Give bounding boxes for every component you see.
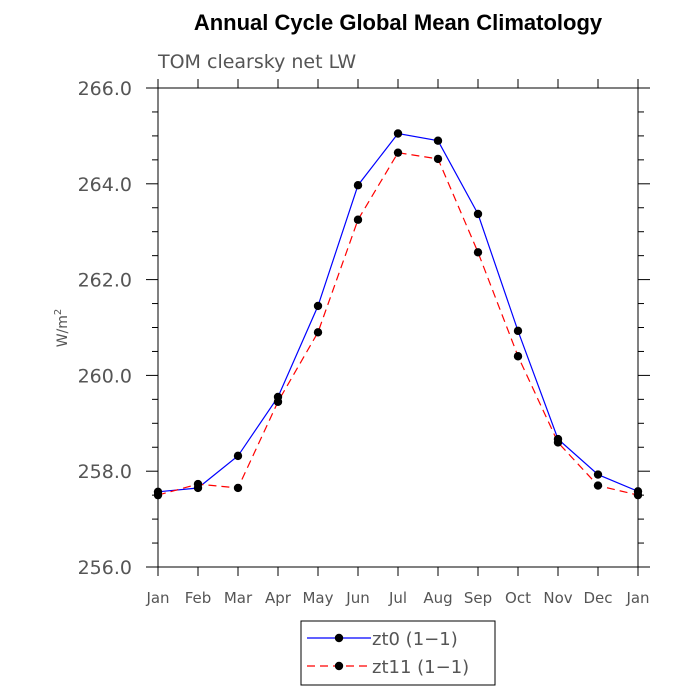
- y-axis-label-text: W/m: [55, 315, 71, 347]
- x-tick-label: Feb: [185, 589, 212, 607]
- data-point-series-0: [433, 136, 443, 145]
- y-tick-label: 260.0: [78, 365, 132, 387]
- data-point-series-0: [313, 301, 323, 311]
- data-point-series-1: [233, 483, 243, 493]
- data-point-series-1: [513, 352, 523, 361]
- data-point-series-1: [193, 479, 203, 489]
- y-tick-label: 256.0: [78, 557, 132, 579]
- y-tick-labels: 256.0 258.0 260.0 262.0 264.0 266.0: [78, 78, 132, 579]
- data-point-series-1: [593, 481, 603, 490]
- data-point-series-1: [633, 490, 643, 500]
- y-tick-label: 258.0: [78, 461, 132, 483]
- x-tick-label: Oct: [505, 589, 531, 607]
- legend-marker-zt11: [334, 661, 344, 671]
- data-point-series-1: [313, 328, 323, 337]
- data-point-series-1: [153, 490, 163, 500]
- y-tick-label: 266.0: [78, 78, 132, 100]
- series-layer: [153, 129, 643, 500]
- x-tick-label: Mar: [224, 589, 253, 607]
- x-tick-label: Nov: [543, 589, 572, 607]
- axis-ticks: [146, 79, 650, 576]
- data-point-series-0: [233, 451, 243, 461]
- data-point-series-0: [513, 326, 523, 336]
- x-tick-label: Jun: [345, 589, 369, 607]
- chart-title: Annual Cycle Global Mean Climatology: [194, 10, 603, 35]
- x-tick-label: Jul: [388, 589, 407, 607]
- y-axis-label: W/m2: [53, 309, 71, 348]
- plot-frame: [157, 87, 639, 568]
- legend-box: [300, 620, 496, 686]
- series-line-1: [157, 152, 639, 496]
- legend-label-zt0: zt0 (1−1): [372, 629, 458, 650]
- series-line-0: [157, 132, 639, 493]
- x-tick-label: Jan: [145, 589, 169, 607]
- data-point-series-0: [473, 209, 483, 219]
- x-tick-label: Dec: [583, 589, 612, 607]
- data-point-series-0: [593, 470, 603, 479]
- x-tick-label: Sep: [464, 589, 492, 607]
- data-point-series-1: [273, 397, 283, 406]
- y-tick-label: 264.0: [78, 174, 132, 196]
- x-tick-label: Jan: [625, 589, 649, 607]
- y-axis-label-exponent: 2: [53, 309, 64, 315]
- data-point-series-0: [393, 129, 403, 138]
- data-point-series-1: [433, 154, 443, 164]
- x-tick-label: May: [302, 589, 333, 607]
- legend: zt0 (1−1) zt11 (1−1): [300, 620, 496, 686]
- data-point-series-1: [353, 215, 363, 224]
- data-point-series-0: [353, 181, 363, 190]
- data-point-series-1: [473, 248, 483, 257]
- data-point-series-1: [553, 438, 563, 447]
- x-tick-label: Apr: [265, 589, 292, 607]
- legend-marker-zt0: [334, 633, 344, 643]
- legend-label-zt11: zt11 (1−1): [372, 657, 469, 678]
- chart-subtitle: TOM clearsky net LW: [157, 51, 356, 73]
- x-tick-labels: Jan Feb Mar Apr May Jun Jul Aug Sep Oct Nov Dec Jan: [145, 589, 649, 607]
- data-point-series-1: [393, 148, 403, 157]
- x-tick-label: Aug: [423, 589, 452, 607]
- y-tick-label: 262.0: [78, 270, 132, 292]
